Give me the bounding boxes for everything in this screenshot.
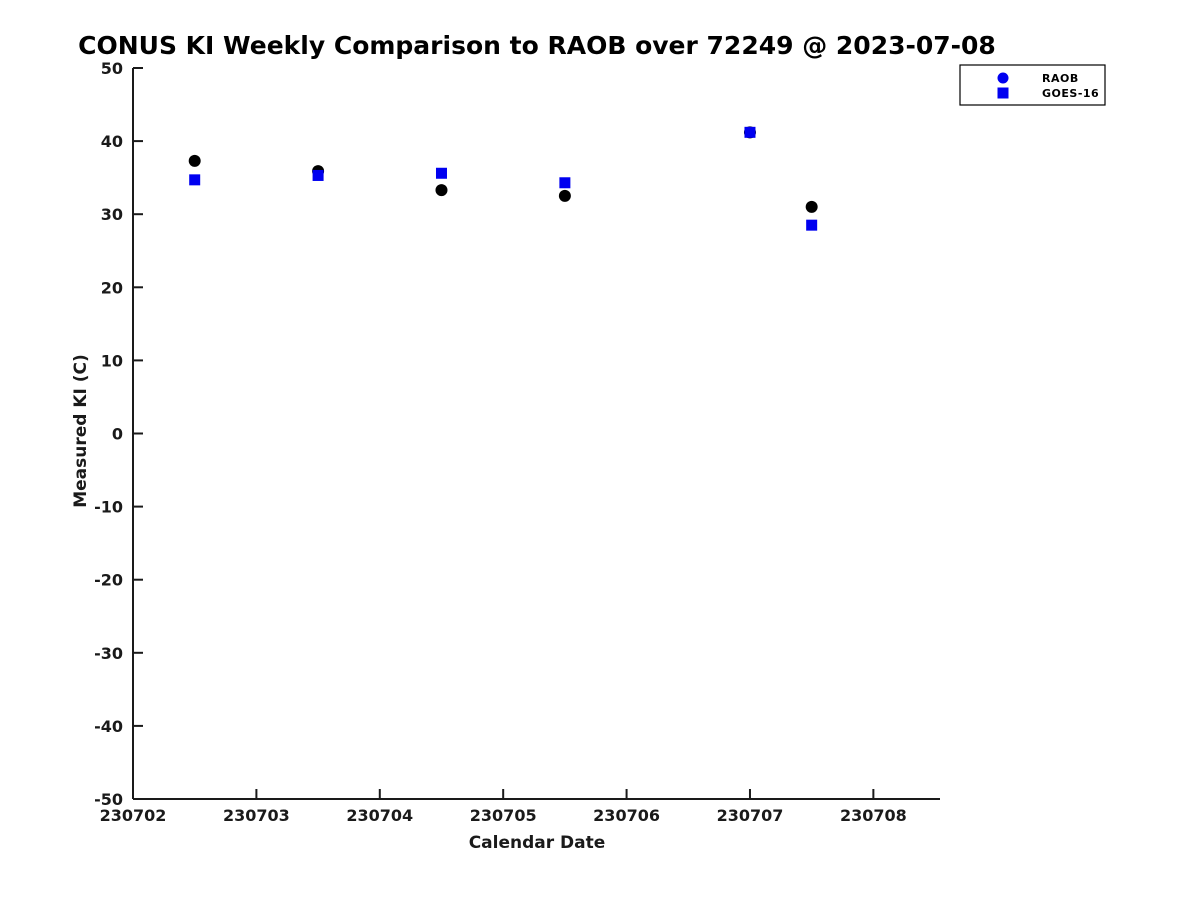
x-axis-ticks: 230702 230703 230704 230705 230706 230707 2307… <box>100 789 907 825</box>
x-axis-label: Calendar Date <box>469 833 606 853</box>
data-point-goes16 <box>559 177 571 189</box>
chart-title: CONUS KI Weekly Comparison to RAOB over … <box>78 31 996 60</box>
data-point-raob <box>558 189 571 202</box>
data-point-raob <box>805 200 818 213</box>
y-tick-label: 0 <box>112 425 123 444</box>
data-point-goes16 <box>189 174 201 186</box>
data-point-goes16 <box>806 219 818 231</box>
legend-label-raob: RAOB <box>1042 72 1079 85</box>
x-tick-label: 230702 <box>100 806 167 825</box>
data-point-goes16 <box>312 169 324 181</box>
x-tick-label: 230704 <box>346 806 413 825</box>
y-tick-label: 20 <box>101 278 123 297</box>
axes <box>132 68 940 800</box>
data-point-goes16 <box>744 126 756 138</box>
y-tick-label: -10 <box>94 498 123 517</box>
y-tick-label: -20 <box>94 571 123 590</box>
y-tick-label: 50 <box>101 59 123 78</box>
y-tick-label: 40 <box>101 132 123 151</box>
legend: RAOB GOES-16 <box>959 64 1106 106</box>
data-point-raob <box>435 184 448 197</box>
y-tick-label: -40 <box>94 717 123 736</box>
legend-marker-raob-icon <box>997 72 1009 84</box>
x-tick-label: 230708 <box>840 806 907 825</box>
x-tick-label: 230706 <box>593 806 660 825</box>
legend-label-goes16: GOES-16 <box>1042 87 1099 100</box>
legend-box <box>959 64 1106 106</box>
data-point-raob <box>188 154 201 167</box>
x-tick-label: 230705 <box>470 806 537 825</box>
y-axis-ticks: 50 40 30 20 10 0 -10 -20 -30 -40 -50 <box>94 59 143 809</box>
y-tick-label: -50 <box>94 790 123 809</box>
x-tick-label: 230703 <box>223 806 290 825</box>
x-tick-label: 230707 <box>717 806 784 825</box>
y-tick-label: 10 <box>101 351 123 370</box>
data-point-goes16 <box>435 167 447 179</box>
y-axis-label: Measured KI (C) <box>71 354 91 508</box>
legend-marker-goes16-icon <box>997 87 1009 99</box>
y-tick-label: -30 <box>94 644 123 663</box>
data-points <box>188 126 818 231</box>
y-tick-label: 30 <box>101 205 123 224</box>
